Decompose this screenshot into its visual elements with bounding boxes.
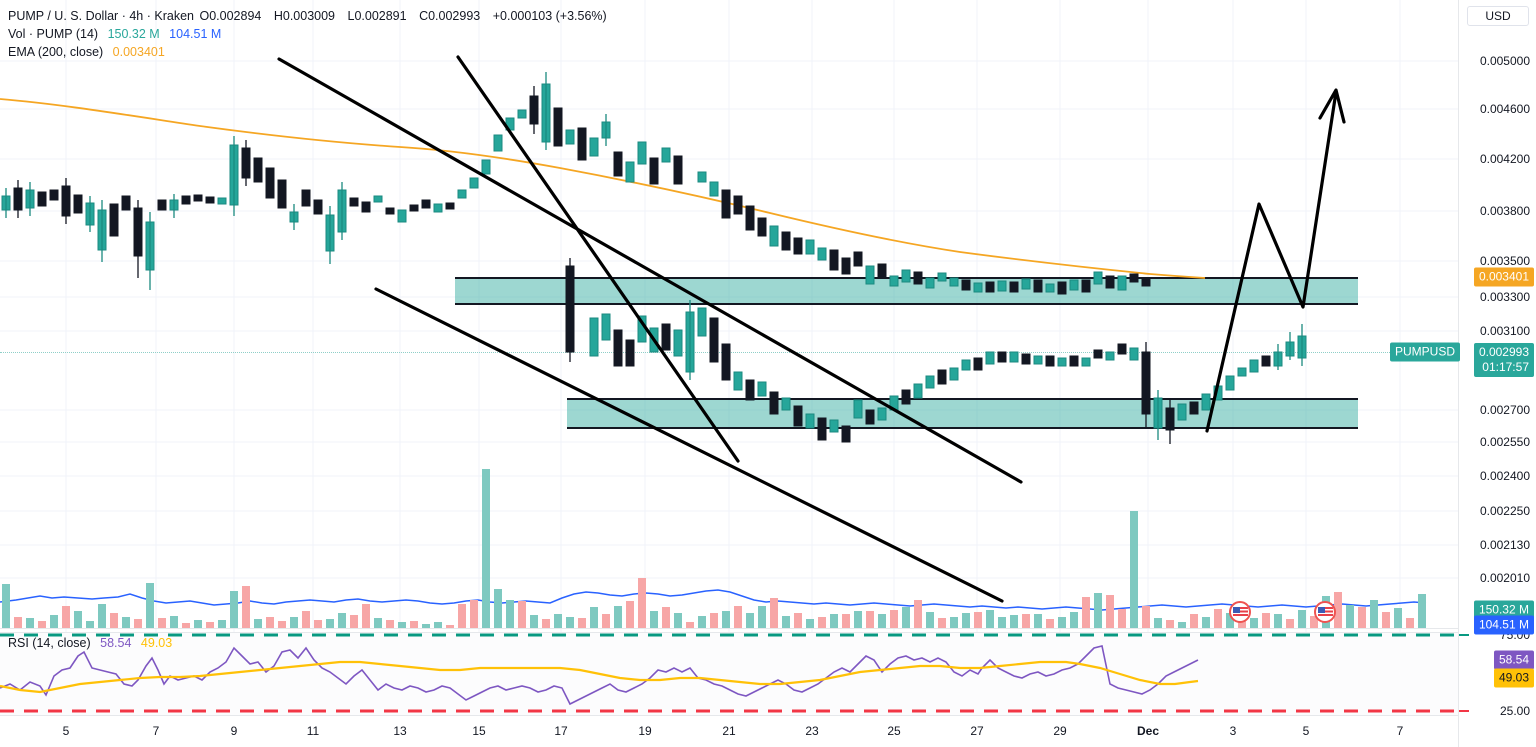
countdown-timer: 01:17:57 — [1482, 360, 1529, 374]
price-tick: 0.002130 — [1479, 538, 1530, 552]
time-tick: 21 — [722, 724, 736, 738]
volume-badge[interactable]: 150.32 M — [1473, 600, 1534, 620]
rsi-overbought-tick-dash — [1459, 634, 1469, 636]
time-tick: 19 — [638, 724, 652, 738]
rsi-oversold-tick-dash — [1459, 710, 1469, 712]
time-tick: 23 — [805, 724, 819, 738]
time-tick-month: Dec — [1136, 724, 1160, 738]
price-tick: 0.003800 — [1479, 204, 1530, 218]
symbol-price-tag[interactable]: PUMPUSD — [1390, 342, 1461, 362]
last-price-value: 0.002993 — [1478, 345, 1529, 359]
rsi-badge[interactable]: 58.54 — [1493, 650, 1534, 670]
time-tick: 13 — [393, 724, 407, 738]
time-tick: 5 — [62, 724, 70, 738]
price-tick: 0.003100 — [1479, 324, 1530, 338]
price-tick: 0.002700 — [1479, 403, 1530, 417]
legend-rsi-row[interactable]: RSI (14, close) 58.54 49.03 — [8, 635, 172, 652]
time-tick: 17 — [554, 724, 568, 738]
time-tick: 11 — [306, 724, 320, 738]
us-flag-event-icon[interactable] — [1314, 601, 1336, 623]
legend-rsi-value: 58.54 — [100, 636, 132, 650]
chart-plot-area[interactable]: PUMPUSD PUMP / U. S. Dollar · 4h · Krake… — [0, 0, 1461, 715]
price-scale[interactable]: USD 0.005000 0.004600 0.004200 0.003800 … — [1458, 0, 1536, 747]
price-candles — [1, 72, 1307, 444]
time-tick: 25 — [887, 724, 901, 738]
price-tick: 0.002250 — [1479, 504, 1530, 518]
legend-rsi-ma-value: 49.03 — [140, 636, 173, 650]
time-tick: 9 — [230, 724, 238, 738]
rsi-ma-badge[interactable]: 49.03 — [1493, 668, 1534, 688]
price-tick: 0.002550 — [1479, 435, 1530, 449]
rsi-panel-background — [0, 632, 1458, 715]
last-price-badge[interactable]: 0.002993 01:17:57 — [1473, 343, 1534, 377]
time-tick: 3 — [1229, 724, 1237, 738]
rsi-ma-line — [0, 660, 1199, 694]
time-tick: 29 — [1053, 724, 1067, 738]
price-tick: 0.003300 — [1479, 290, 1530, 304]
time-tick: 15 — [472, 724, 486, 738]
price-tick: 0.002400 — [1479, 469, 1530, 483]
price-tick: 0.002010 — [1479, 571, 1530, 585]
currency-label[interactable]: USD — [1467, 6, 1529, 26]
volume-panel-baseline — [0, 628, 1458, 629]
legend-rsi-name[interactable]: RSI (14, close) — [8, 636, 91, 650]
price-tick: 0.003500 — [1479, 254, 1530, 268]
rsi-oversold-tick: 25.00 — [1499, 704, 1530, 718]
volume-ma-badge[interactable]: 104.51 M — [1473, 615, 1534, 635]
time-tick: 27 — [970, 724, 984, 738]
us-flag-event-icon[interactable] — [1229, 601, 1251, 623]
price-tick: 0.004600 — [1479, 102, 1530, 116]
rsi-series — [0, 633, 1458, 713]
volume-bars — [2, 469, 1426, 628]
volume-ma-line — [0, 589, 1427, 611]
rsi-panel-separator — [0, 632, 1458, 633]
rsi-line — [0, 645, 1199, 706]
ema-price-badge[interactable]: 0.003401 — [1473, 267, 1534, 287]
price-tick: 0.005000 — [1479, 54, 1530, 68]
time-scale[interactable]: 5 7 9 11 13 15 17 19 21 23 25 27 29 Dec … — [0, 715, 1458, 747]
time-tick: 5 — [1302, 724, 1310, 738]
price-tick: 0.004200 — [1479, 152, 1530, 166]
time-tick: 7 — [152, 724, 160, 738]
time-tick: 7 — [1396, 724, 1404, 738]
